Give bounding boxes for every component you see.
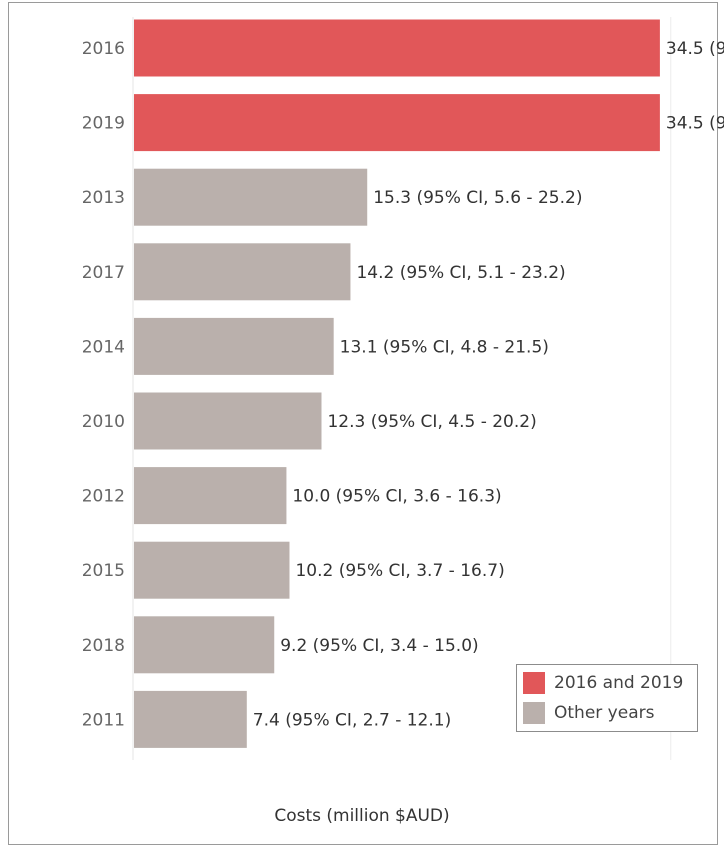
bar-2019 (134, 94, 660, 152)
data-label-2018: 9.2 (95% CI, 3.4 - 15.0) (280, 636, 478, 656)
data-label-2012: 10.0 (95% CI, 3.6 - 16.3) (292, 487, 501, 507)
y-tick-label-2012: 2012 (82, 487, 125, 507)
y-tick-label-2014: 2014 (82, 337, 125, 357)
legend: 2016 and 2019 Other years (516, 664, 698, 732)
bar-2010 (134, 392, 322, 450)
y-tick-label-2010: 2010 (82, 412, 125, 432)
bar-2015 (134, 541, 290, 599)
x-axis-label: Costs (million $AUD) (274, 806, 450, 826)
legend-label-highlight: 2016 and 2019 (554, 673, 684, 693)
bar-2013 (134, 168, 368, 226)
data-label-2016: 34.5 (95% CI, 12.4 - 57.2) (666, 39, 724, 59)
legend-swatch-highlight (523, 672, 545, 694)
y-tick-label-2013: 2013 (82, 188, 125, 208)
data-label-2017: 14.2 (95% CI, 5.1 - 23.2) (356, 263, 565, 283)
legend-label-other: Other years (554, 703, 655, 723)
legend-item-highlight: 2016 and 2019 (523, 670, 683, 696)
y-tick-label-2011: 2011 (82, 710, 125, 730)
legend-item-other: Other years (523, 700, 654, 726)
legend-swatch-other (523, 702, 545, 724)
bar-2012 (134, 467, 287, 525)
bar-2016 (134, 19, 660, 77)
data-label-2013: 15.3 (95% CI, 5.6 - 25.2) (373, 188, 582, 208)
data-label-2019: 34.5 (95% CI, 12.4 - 57.1) (666, 114, 724, 134)
bar-2018 (134, 616, 275, 674)
bar-2017 (134, 243, 351, 301)
y-tick-label-2018: 2018 (82, 636, 125, 656)
data-label-2014: 13.1 (95% CI, 4.8 - 21.5) (340, 337, 549, 357)
y-tick-label-2017: 2017 (82, 263, 125, 283)
bar-2014 (134, 317, 334, 375)
data-label-2010: 12.3 (95% CI, 4.5 - 20.2) (327, 412, 536, 432)
data-label-2011: 7.4 (95% CI, 2.7 - 12.1) (253, 710, 451, 730)
y-tick-label-2019: 2019 (82, 114, 125, 134)
bar-2011 (134, 690, 247, 748)
data-label-2015: 10.2 (95% CI, 3.7 - 16.7) (295, 561, 504, 581)
y-tick-label-2016: 2016 (82, 39, 125, 59)
y-tick-label-2015: 2015 (82, 561, 125, 581)
